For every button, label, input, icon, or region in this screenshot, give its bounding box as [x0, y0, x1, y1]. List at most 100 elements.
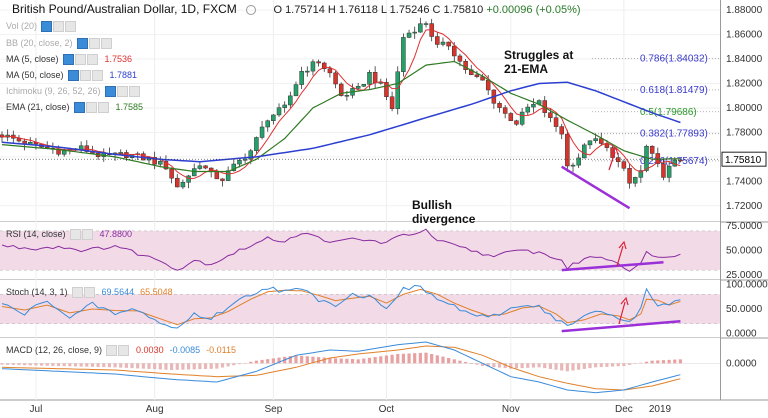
macd-hist-bar: [102, 363, 106, 368]
settings-icon[interactable]: [85, 102, 97, 114]
macd-hist-bar: [23, 363, 27, 366]
fib-label: 0.786(1.84032): [640, 54, 708, 65]
high-value: H 1.76118: [327, 4, 378, 16]
macd-hist-bar: [79, 363, 83, 367]
candle-body: [237, 160, 242, 165]
macd-hist-bar: [424, 352, 428, 364]
eye-icon[interactable]: [62, 54, 74, 66]
macd-hist-bar: [571, 363, 575, 371]
legend-stoch[interactable]: Stoch (14, 3, 1) 69.5644 65.5048: [6, 287, 173, 299]
macd-hist-bar: [243, 362, 247, 364]
macd-hist-bar: [328, 358, 332, 364]
candle-body: [372, 71, 378, 84]
macd-hist-bar: [362, 358, 366, 364]
candle-body: [271, 114, 276, 121]
macd-hist-bar: [85, 363, 89, 367]
eye-icon[interactable]: [76, 38, 88, 50]
legend-rsi[interactable]: RSI (14, close) 47.8800: [6, 229, 133, 241]
close-icon[interactable]: [97, 102, 109, 114]
settings-icon[interactable]: [79, 70, 91, 82]
candle-body: [197, 165, 203, 169]
macd-hist-bar: [28, 363, 32, 366]
macd-hist-bar: [17, 363, 21, 366]
candle-body: [367, 71, 372, 85]
stoch-tick-label: 50.0000: [726, 304, 763, 315]
macd-hist-bar: [271, 358, 275, 364]
macd-hist-bar: [73, 363, 78, 367]
close-icon[interactable]: [65, 21, 77, 33]
close-icon[interactable]: [86, 54, 98, 66]
macd-hist-bar: [175, 363, 179, 370]
eye-icon[interactable]: [104, 86, 116, 98]
macd-hist-bar: [622, 363, 626, 366]
macd-hist-bar: [192, 363, 196, 370]
candle-body: [293, 84, 299, 97]
candle-body: [152, 157, 157, 165]
settings-icon[interactable]: [106, 345, 118, 357]
candle-body: [169, 168, 174, 179]
macd-hist-bar: [509, 363, 513, 369]
close-icon[interactable]: [100, 38, 112, 50]
settings-icon[interactable]: [53, 21, 65, 33]
candle-body: [225, 170, 231, 181]
macd-hist-bar: [237, 363, 242, 365]
settings-icon[interactable]: [116, 86, 128, 98]
legend-macd[interactable]: MACD (12, 26, close, 9) 0.0030 -0.0085 -0.0…: [6, 345, 236, 357]
y-tick-label: 1.78000: [726, 127, 763, 138]
candle-body: [582, 144, 587, 159]
candle-body: [418, 23, 423, 33]
macd-hist-bar: [147, 363, 151, 369]
macd-hist-bar: [379, 356, 383, 364]
macd-hist-bar: [520, 363, 524, 369]
macd-hist-bar: [480, 363, 485, 366]
settings-icon[interactable]: [71, 287, 83, 299]
ma50-line: [1, 81, 681, 163]
eye-icon[interactable]: [41, 21, 53, 33]
price-arrow-head: [610, 146, 619, 156]
macd-hist-bar: [594, 363, 598, 368]
macd-hist-bar: [447, 358, 451, 364]
macd-hist-bar: [345, 358, 349, 364]
settings-icon[interactable]: [88, 38, 100, 50]
macd-hist-bar: [6, 363, 10, 365]
x-tick-label: Oct: [379, 404, 395, 415]
candle-body: [661, 163, 666, 178]
legend-bb[interactable]: BB (20, close, 2): [6, 37, 113, 50]
candle-body: [259, 126, 265, 138]
legend-ma50[interactable]: MA (50, close) 1.7881: [6, 70, 138, 82]
candle-body: [316, 61, 321, 64]
legend-ema21[interactable]: EMA (21, close) 1.7585: [6, 102, 144, 114]
macd-hist-bar: [407, 353, 411, 364]
candle-body: [423, 23, 429, 25]
close-icon[interactable]: [118, 345, 130, 357]
candle-body: [593, 138, 598, 142]
candle-body: [384, 82, 389, 97]
macd-hist-bar: [198, 363, 202, 370]
macd-hist-bar: [452, 359, 456, 364]
legend-ma5[interactable]: MA (5, close) 1.7536: [6, 54, 133, 66]
eye-icon[interactable]: [73, 102, 85, 114]
candle-body: [191, 168, 197, 177]
candle-body: [457, 55, 463, 62]
eye-icon[interactable]: [246, 4, 257, 15]
macd-hist-bar: [45, 363, 49, 366]
stoch-band: [0, 294, 720, 324]
close-icon[interactable]: [81, 229, 93, 241]
last-price-label: 1.75810: [725, 155, 762, 166]
close-icon[interactable]: [91, 70, 103, 82]
macd-hist-bar: [475, 363, 479, 365]
candle-body: [333, 72, 338, 85]
candle-body: [576, 157, 581, 166]
eye-icon[interactable]: [67, 70, 79, 82]
settings-icon[interactable]: [74, 54, 86, 66]
macd-hist-bar: [11, 363, 15, 365]
legend-ichimoku[interactable]: Ichimoku (9, 26, 52, 26): [6, 85, 141, 98]
candle-body: [355, 86, 361, 89]
macd-hist-bar: [582, 363, 586, 369]
settings-icon[interactable]: [69, 229, 81, 241]
macd-hist-bar: [220, 363, 225, 368]
close-icon[interactable]: [83, 287, 95, 299]
close-icon[interactable]: [128, 86, 140, 98]
legend-vol[interactable]: Vol (20): [6, 20, 77, 33]
